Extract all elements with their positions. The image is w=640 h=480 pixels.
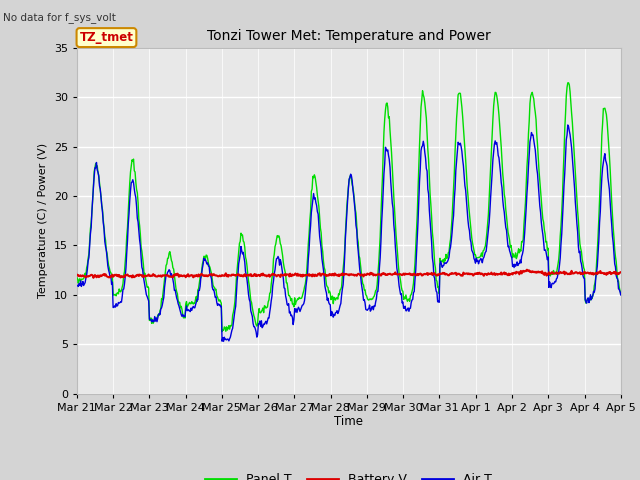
Legend: Panel T, Battery V, Air T: Panel T, Battery V, Air T	[200, 468, 497, 480]
Text: No data for f_sys_volt: No data for f_sys_volt	[3, 12, 116, 23]
Text: TZ_tmet: TZ_tmet	[79, 31, 133, 44]
X-axis label: Time: Time	[334, 415, 364, 429]
Title: Tonzi Tower Met: Temperature and Power: Tonzi Tower Met: Temperature and Power	[207, 29, 491, 43]
Y-axis label: Temperature (C) / Power (V): Temperature (C) / Power (V)	[38, 143, 48, 299]
